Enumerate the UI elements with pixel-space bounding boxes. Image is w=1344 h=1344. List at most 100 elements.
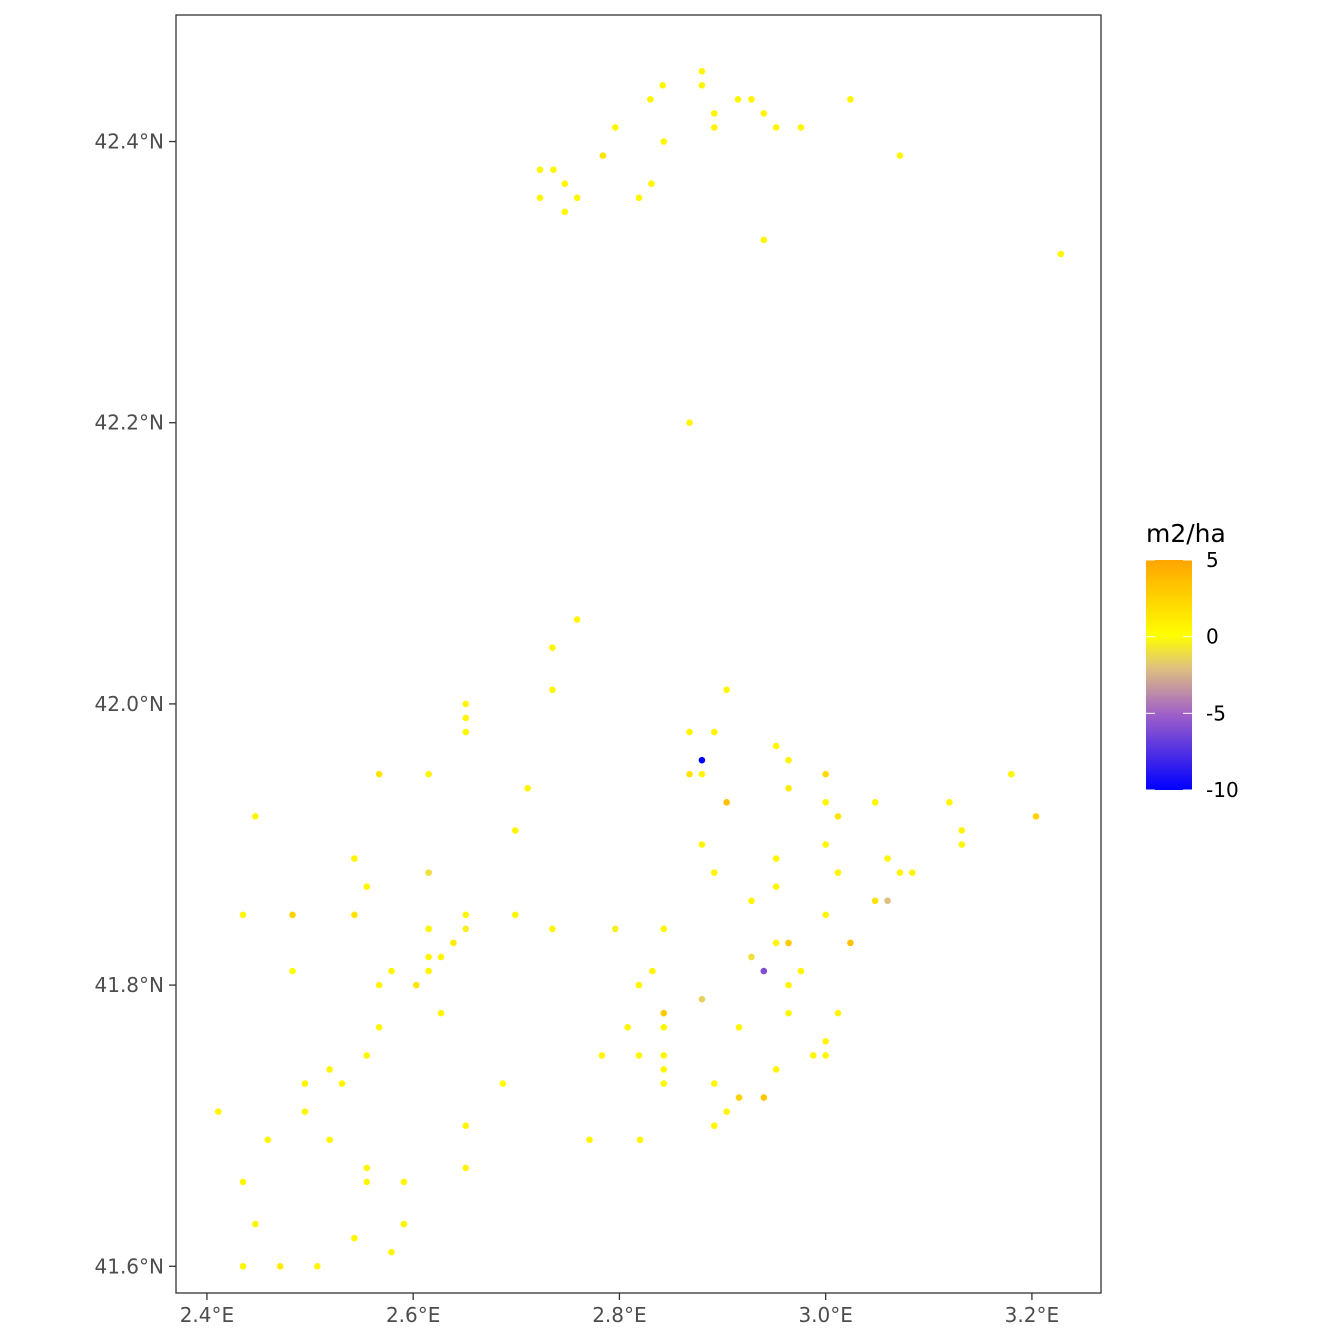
data-point [636, 1136, 644, 1144]
data-point [660, 1052, 668, 1059]
data-point [735, 1094, 743, 1101]
x-tick-label: 3.0°E [798, 1303, 852, 1327]
data-point [276, 1262, 284, 1270]
data-point [400, 1220, 408, 1228]
data-point [760, 236, 768, 244]
data-point [239, 911, 247, 919]
data-point [660, 1080, 668, 1087]
data-point [686, 728, 693, 736]
data-point [214, 1108, 222, 1115]
data-point [908, 869, 916, 876]
data-point [351, 911, 358, 919]
data-point [388, 1248, 395, 1256]
data-point [660, 1023, 668, 1031]
data-point [760, 967, 768, 975]
data-point [660, 1009, 668, 1017]
data-point [822, 799, 829, 806]
points-layer [214, 67, 1065, 1270]
data-point [822, 1052, 829, 1059]
y-axis: 41.6°N 41.8°N 42.0°N 42.2°N 42.4°N [95, 130, 176, 1278]
data-point [772, 124, 780, 131]
data-point [462, 925, 470, 933]
data-point [375, 981, 383, 989]
data-point [884, 897, 891, 905]
data-point [1032, 813, 1040, 820]
data-point [946, 799, 953, 806]
data-point [351, 855, 358, 862]
data-point [549, 644, 556, 651]
data-point [635, 1052, 643, 1059]
data-point [760, 110, 768, 117]
data-point [425, 967, 432, 975]
data-point [252, 1220, 259, 1228]
data-point [375, 1023, 383, 1031]
data-point [511, 911, 519, 919]
data-point [772, 855, 780, 862]
data-point [549, 925, 556, 933]
data-point [611, 925, 619, 933]
data-point [611, 124, 619, 131]
data-point [698, 67, 706, 75]
data-point [659, 81, 667, 89]
data-point [437, 1009, 445, 1017]
legend-ticks: 5 0 -5 -10 [1146, 548, 1239, 802]
data-point [686, 770, 693, 778]
data-point [772, 1066, 780, 1073]
data-point [1057, 250, 1065, 258]
data-point [847, 96, 854, 103]
data-point [785, 756, 792, 764]
data-point [809, 1052, 817, 1059]
legend-colorbar [1146, 560, 1192, 790]
data-point [1007, 770, 1015, 778]
data-point [822, 770, 829, 778]
data-point [462, 1122, 470, 1129]
data-point [599, 152, 607, 159]
y-tick-label: 42.2°N [95, 411, 165, 435]
data-point [301, 1080, 309, 1087]
data-point [239, 1178, 247, 1186]
data-point [264, 1136, 272, 1144]
data-point [635, 194, 643, 202]
data-point [425, 869, 432, 876]
legend-tick-label: 0 [1206, 625, 1219, 649]
data-point [822, 911, 829, 919]
data-point [847, 939, 854, 947]
data-point [649, 967, 656, 975]
data-point [375, 770, 383, 778]
data-point [363, 1178, 371, 1186]
data-point [723, 686, 730, 694]
data-point [462, 911, 470, 919]
data-point [289, 967, 296, 975]
data-point [698, 81, 706, 89]
data-point [896, 152, 904, 159]
data-point [748, 897, 755, 905]
data-point [710, 110, 718, 117]
x-tick-label: 2.4°E [180, 1303, 234, 1327]
data-point [598, 1052, 606, 1059]
data-point [388, 967, 395, 975]
data-point [734, 96, 742, 103]
x-tick-label: 2.8°E [592, 1303, 646, 1327]
data-point [723, 799, 730, 806]
data-point [412, 981, 420, 989]
data-point [710, 1122, 718, 1129]
data-point [425, 953, 432, 961]
legend-tick-label: 5 [1206, 548, 1219, 572]
legend-tick-label: -10 [1206, 778, 1239, 802]
data-point [785, 939, 792, 947]
data-point [797, 967, 805, 975]
data-point [822, 1038, 829, 1045]
data-point [252, 813, 259, 820]
data-point [326, 1066, 333, 1073]
x-tick-label: 2.6°E [386, 1303, 440, 1327]
y-tick-label: 41.6°N [95, 1254, 165, 1278]
data-point [710, 728, 718, 736]
data-point [760, 1094, 768, 1101]
data-point [573, 194, 581, 202]
panel-border [175, 14, 1102, 1294]
data-point [289, 911, 296, 919]
data-point [686, 419, 693, 427]
data-point [437, 953, 445, 961]
data-point [561, 208, 569, 216]
